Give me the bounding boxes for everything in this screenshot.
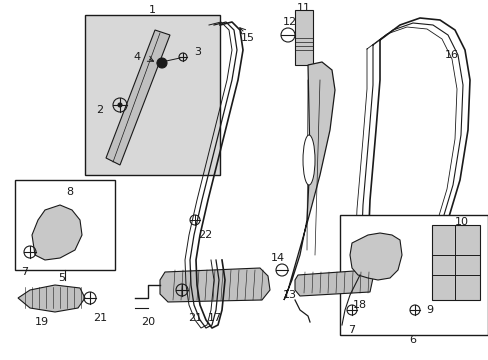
Text: 9: 9 [426, 305, 433, 315]
Text: 21: 21 [93, 313, 107, 323]
Bar [339, 215, 487, 335]
Circle shape [157, 58, 167, 68]
Bar [294, 10, 312, 65]
Text: 17: 17 [207, 313, 222, 323]
Text: 13: 13 [283, 290, 296, 300]
Text: 10: 10 [454, 217, 468, 227]
Text: 18: 18 [352, 300, 366, 310]
Text: 8: 8 [66, 187, 73, 197]
Text: 19: 19 [35, 317, 49, 327]
Text: 6: 6 [408, 335, 416, 345]
Circle shape [118, 103, 122, 107]
Text: 12: 12 [283, 17, 296, 27]
Text: 7: 7 [21, 267, 28, 277]
Text: 20: 20 [141, 317, 155, 327]
Text: 11: 11 [296, 3, 310, 13]
Text: 7: 7 [348, 325, 355, 335]
Text: 15: 15 [241, 33, 254, 43]
Polygon shape [349, 233, 401, 280]
Polygon shape [294, 270, 372, 296]
Ellipse shape [303, 135, 314, 185]
Text: 4: 4 [133, 52, 140, 62]
Polygon shape [284, 62, 334, 300]
Bar [431, 225, 479, 300]
Bar [85, 15, 220, 175]
Text: 1: 1 [148, 5, 155, 15]
Text: 22: 22 [198, 230, 212, 240]
Polygon shape [18, 285, 85, 312]
Polygon shape [106, 30, 170, 165]
Polygon shape [32, 205, 82, 260]
Text: 14: 14 [270, 253, 285, 263]
Text: 5: 5 [59, 273, 65, 283]
Bar [15, 180, 115, 270]
Text: 2: 2 [96, 105, 103, 115]
Text: 3: 3 [194, 47, 201, 57]
Polygon shape [160, 268, 269, 302]
Text: 21: 21 [187, 313, 202, 323]
Text: 16: 16 [444, 50, 458, 60]
